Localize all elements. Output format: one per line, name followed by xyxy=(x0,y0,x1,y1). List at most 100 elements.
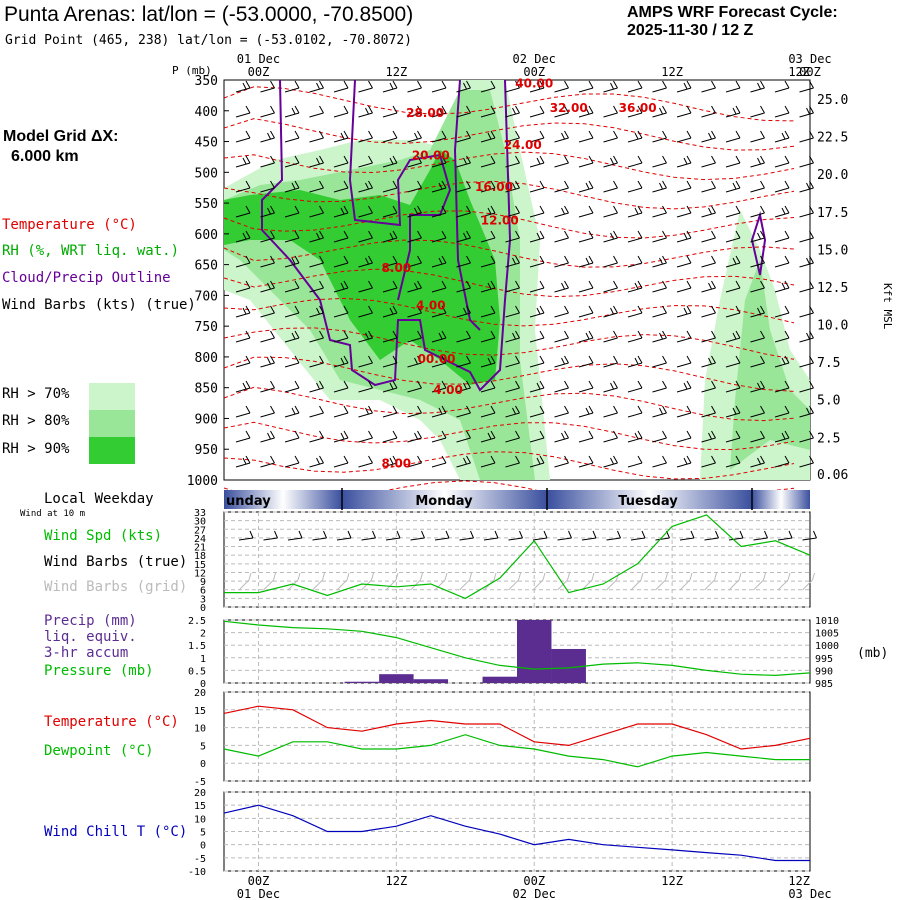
wind-barb-flag xyxy=(806,107,810,115)
wind-barb xyxy=(652,280,667,293)
grid-wind-barb xyxy=(361,579,372,591)
wind-barb-shaft xyxy=(382,237,398,243)
isotherm-label: 20.00 xyxy=(412,148,450,162)
wind-barb-flag xyxy=(294,305,300,314)
wind-barb-flag xyxy=(368,355,373,364)
wind-barb-flag xyxy=(294,105,300,114)
wind-barb xyxy=(750,330,765,343)
wind-barb-flag xyxy=(368,380,373,389)
wind-barb-flag xyxy=(270,80,275,89)
surface-wind-barb xyxy=(728,537,744,541)
wind-barb-flag xyxy=(757,457,761,465)
wind-barb xyxy=(652,380,667,393)
wind-barb xyxy=(750,80,765,93)
wind-barb-shaft xyxy=(358,412,373,418)
wind-barb xyxy=(505,430,520,443)
wind-barb-shaft xyxy=(529,137,545,143)
wind-barb-shaft xyxy=(701,287,716,293)
wind-barb-flag xyxy=(368,180,373,189)
wind-barb-flag xyxy=(368,230,373,239)
wind-barb-shaft xyxy=(480,412,496,418)
wind-barb-shaft xyxy=(382,412,398,418)
wind-barb-shaft xyxy=(407,287,422,293)
pressure-axis-title: P (mb) xyxy=(172,64,212,77)
wind-barb-shaft xyxy=(701,262,716,268)
wind-barb xyxy=(333,305,349,318)
wind-barb-shaft xyxy=(505,387,520,393)
wind-barb xyxy=(725,405,741,418)
isotherm-line xyxy=(223,327,795,360)
wind-barb xyxy=(578,380,594,393)
wind-barb xyxy=(480,105,496,118)
wind-barb-flag xyxy=(441,255,447,264)
wind-barb-flag xyxy=(588,280,594,289)
wind-barb-flag xyxy=(760,155,765,164)
wind-barb-flag xyxy=(417,130,422,139)
wind-barb-shaft xyxy=(456,237,471,243)
wind-barb-flag xyxy=(711,355,716,364)
wind-barb xyxy=(578,130,594,143)
wind-barb-flag xyxy=(368,430,373,439)
isotherm-line xyxy=(223,356,795,392)
wind-barb-flag xyxy=(588,155,594,164)
wind-barb-flag xyxy=(588,180,594,189)
top-time-tick-label: 00Z xyxy=(799,65,821,79)
wind-barb-flag xyxy=(588,80,594,89)
cloud-outline-legend: Cloud/Precip Outline xyxy=(2,270,171,286)
wind-barb xyxy=(284,305,300,318)
wind-barb-flag xyxy=(760,280,765,289)
wind-barb xyxy=(627,105,643,118)
wind-barb xyxy=(603,180,618,193)
wind-barb-shaft xyxy=(578,112,594,118)
wind-barb-shaft xyxy=(456,212,471,218)
wind-barb-flag xyxy=(711,205,716,214)
surface-wind-barb xyxy=(630,537,646,541)
wind-barb xyxy=(603,330,618,343)
wind-barb-shaft xyxy=(627,312,643,318)
wind-barb xyxy=(358,255,373,268)
wind-barb-flag xyxy=(784,455,790,464)
wind-barb-flag xyxy=(487,357,492,365)
wind-barb-shaft xyxy=(480,437,496,443)
wind-barb-shaft xyxy=(284,112,300,118)
wind-barb xyxy=(774,155,790,168)
wind-barb xyxy=(603,455,618,468)
wind-chill-tick-label: -5 xyxy=(194,854,206,865)
wind-barb-shaft xyxy=(235,462,251,468)
wind-barb-flag xyxy=(466,430,471,439)
wind-barb-shaft xyxy=(627,337,643,343)
wind-barb-shaft xyxy=(407,212,422,218)
wind-barb-flag xyxy=(809,255,814,264)
wind-barb-flag xyxy=(659,107,663,115)
wind-barb xyxy=(627,230,643,243)
wind-barb-flag xyxy=(732,257,737,265)
wind-barb-flag xyxy=(343,255,349,264)
wind-barb-shaft xyxy=(358,287,373,293)
wind-barb xyxy=(358,80,373,93)
wind-barb-flag xyxy=(392,205,398,214)
temperature-tick-label: 10 xyxy=(194,724,206,735)
wind-barb-shaft xyxy=(529,387,545,393)
wind-barb-shaft xyxy=(407,412,422,418)
wind-barb-shaft xyxy=(480,187,496,193)
wind-barb xyxy=(382,255,398,268)
wind-barb xyxy=(358,455,373,468)
wind-barb xyxy=(578,205,594,218)
wind-barb-flag xyxy=(539,105,545,114)
wind-barb-shaft xyxy=(284,212,300,218)
grid-spacing-value: 6.000 km xyxy=(11,148,79,165)
wind-barb-shaft xyxy=(750,312,765,318)
wind-barb-flag xyxy=(809,180,814,189)
surface-wind-barb xyxy=(641,530,646,539)
wind-barb xyxy=(235,155,251,168)
wind-barb-flag xyxy=(392,455,398,464)
grid-wind-barb xyxy=(273,572,276,581)
surface-wind-barb xyxy=(445,530,450,539)
height-tick-label: 20.0 xyxy=(817,168,848,183)
wind-barb xyxy=(554,455,569,468)
wind-barb-flag xyxy=(659,257,663,265)
wind-barb xyxy=(627,155,643,168)
cloud-outline xyxy=(453,79,481,331)
wind-barb-flag xyxy=(270,305,275,314)
wind-barb-shaft xyxy=(309,337,324,343)
